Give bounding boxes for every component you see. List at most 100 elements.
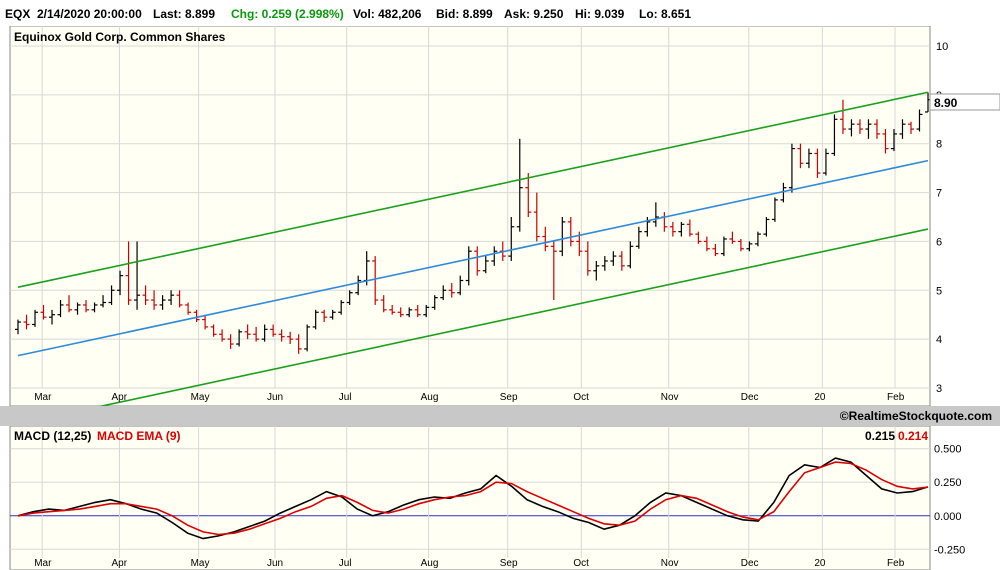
ohlc-bar (856, 119, 863, 134)
ohlc-bar (593, 260, 600, 281)
price-x-tick-label: Feb (887, 392, 905, 403)
ohlc-bar (916, 109, 923, 132)
price-x-tick-label: Dec (741, 392, 759, 403)
ohlc-bar (516, 138, 523, 232)
ohlc-bar (355, 275, 362, 296)
macd-plot-area (9, 426, 931, 570)
ohlc-bar (720, 236, 727, 257)
ohlc-bar (805, 148, 812, 169)
macd-chart: 0.500 0.250 0.000 -0.250 Mar Apr May Jun Jul Aug… (0, 426, 1000, 570)
ohlc-bar (474, 246, 481, 276)
price-x-tick-label: Aug (421, 392, 439, 403)
ohlc-bar (814, 148, 821, 178)
price-x-tick-label: 20 (814, 392, 826, 403)
ohlc-bar (457, 275, 464, 296)
ohlc-bar (193, 309, 200, 323)
macd-x-tick-label: Oct (573, 558, 589, 569)
ohlc-bar (32, 309, 39, 327)
ohlc-bar (346, 290, 353, 305)
ohlc-bar (448, 282, 455, 298)
ohlc-bar (907, 121, 914, 134)
price-x-tick-label: May (191, 392, 210, 403)
ohlc-bar (397, 307, 404, 318)
ohlc-bar (635, 226, 642, 249)
ohlc-bar (686, 219, 693, 237)
ohlc-bar (295, 334, 302, 354)
price-y-tick-label: 8 (936, 139, 942, 151)
ohlc-bar (729, 231, 736, 244)
macd-x-tick-label: 20 (814, 558, 826, 569)
ohlc-bar (440, 285, 447, 301)
price-x-tick-label: Oct (573, 392, 589, 403)
ohlc-bar (542, 226, 549, 252)
ohlc-bar (763, 217, 770, 237)
price-x-tick-label: Nov (661, 392, 679, 403)
ohlc-bar (865, 119, 872, 139)
ohlc-bar (482, 256, 489, 274)
price-chart: 109876543 MarAprMayJunJulAugSepOctNovDec… (0, 26, 1000, 406)
ohlc-bar (508, 217, 515, 261)
last-price-tag (929, 93, 1000, 111)
ohlc-bar (134, 241, 141, 310)
high: Hi: 9.039 (575, 7, 625, 21)
price-x-tick-label: Apr (111, 392, 127, 403)
price-y-tick-label: 6 (936, 236, 942, 248)
ohlc-bar (389, 304, 396, 315)
ohlc-bar (890, 129, 897, 152)
ohlc-bar (151, 290, 158, 310)
ohlc-bar (601, 256, 608, 271)
ohlc-bar (66, 295, 73, 313)
ohlc-bar (533, 192, 540, 242)
macd-x-tick-label: Sep (500, 558, 518, 569)
quote-datetime: 2/14/2020 20:00:00 (37, 7, 142, 21)
ohlc-bar (23, 314, 30, 330)
price-x-tick-label: Jul (339, 392, 352, 403)
ohlc-bar (652, 202, 659, 227)
lower-channel-line (98, 228, 929, 406)
ohlc-bar (627, 241, 634, 269)
price-x-tick-label: Jun (267, 392, 283, 403)
macd-x-tick-label: Jun (267, 558, 283, 569)
macd-y-tick-label: 0.000 (934, 511, 962, 523)
macd-y-tick-label: -0.250 (934, 544, 965, 556)
ohlc-bar (465, 246, 472, 286)
chart-title: Equinox Gold Corp. Common Shares (14, 30, 226, 44)
ohlc-bar (210, 324, 217, 337)
ask: Ask: 9.250 (504, 7, 564, 21)
ohlc-bar (278, 329, 285, 342)
last-price-label: 8.90 (934, 96, 958, 110)
macd-legend-label: MACD (12,25) (14, 429, 91, 443)
price-plot-area (9, 26, 931, 406)
ohlc-bar (618, 251, 625, 271)
ohlc-bar (304, 324, 311, 352)
macd-x-tick-label: Dec (741, 558, 759, 569)
low: Lo: 8.651 (639, 7, 692, 21)
ohlc-bar (822, 148, 829, 176)
ohlc-bar (678, 221, 685, 237)
bid: Bid: 8.899 (436, 7, 493, 21)
ohlc-bar (15, 319, 21, 335)
macd-line (17, 457, 929, 540)
macd-y-tick-label: 0.250 (934, 477, 962, 489)
ohlc-bar (431, 295, 438, 310)
volume: Vol: 482,206 (353, 7, 422, 21)
price-x-tick-label: Mar (34, 392, 52, 403)
ohlc-bar (312, 309, 319, 330)
ohlc-bar (176, 290, 183, 308)
ohlc-bar (261, 324, 268, 342)
ohlc-bar (873, 119, 880, 139)
ohlc-bar (83, 300, 90, 313)
ohlc-bar (414, 304, 421, 318)
ohlc-bar (559, 217, 566, 257)
ohlc-bar (899, 119, 906, 139)
macd-ema-legend-label: MACD EMA (9) (97, 429, 181, 443)
ohlc-bar (610, 251, 617, 266)
ohlc-bar (703, 236, 710, 252)
ohlc-bar (329, 309, 336, 320)
ohlc-bar (142, 285, 149, 305)
ohlc-bar (100, 295, 107, 308)
ohlc-bar (321, 309, 328, 323)
ohlc-bar (159, 295, 166, 310)
ohlc-bar (423, 304, 430, 318)
ohlc-bar (40, 304, 47, 320)
